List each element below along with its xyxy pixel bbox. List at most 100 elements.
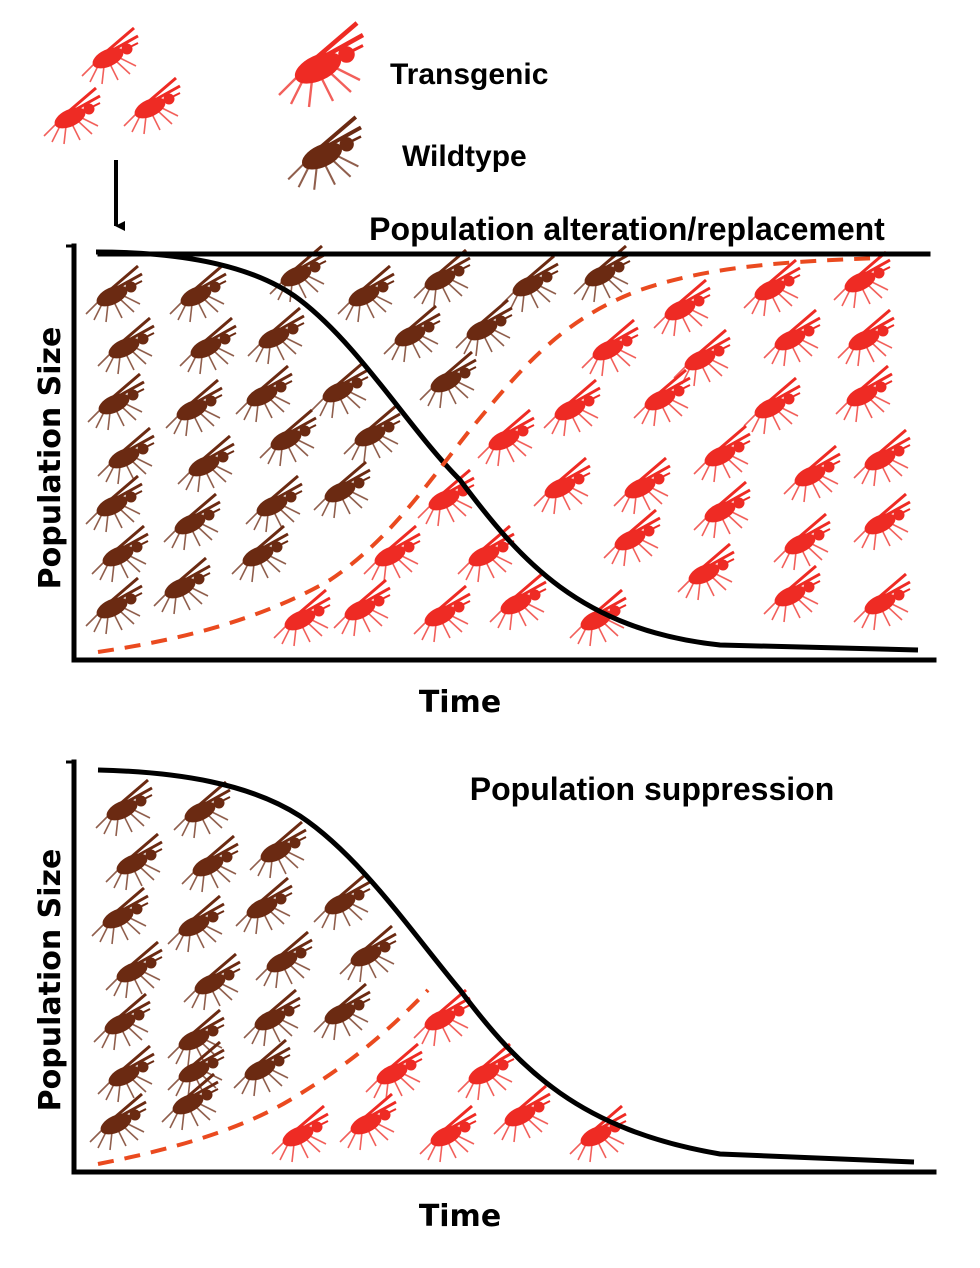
wildtype-mosquito-icon xyxy=(286,115,363,192)
wildtype-mosquito-icon xyxy=(254,930,314,990)
wildtype-mosquito-icon xyxy=(182,952,242,1012)
wildtype-mosquito-icon xyxy=(338,924,398,984)
wildtype-mosquito-icon xyxy=(258,408,318,468)
transgenic-mosquito-icon xyxy=(279,23,363,107)
transgenic-mosquito-icon xyxy=(782,444,842,504)
wildtype-mosquito-icon xyxy=(162,492,222,552)
transgenic-mosquito-icon xyxy=(762,564,822,624)
wildtype-mosquito-icon xyxy=(312,982,372,1042)
wildtype-mosquito-icon xyxy=(454,298,514,358)
transgenic-mosquito-icon xyxy=(492,1084,552,1144)
replacement-x-axis-title: Time xyxy=(419,685,501,720)
transgenic-mosquito-icon xyxy=(362,524,422,584)
wildtype-mosquito-icon xyxy=(88,1092,148,1152)
transgenic-mosquito-icon xyxy=(852,492,912,552)
transgenic-mosquito-icon xyxy=(692,480,752,540)
wildtype-mosquito-icon xyxy=(310,360,370,420)
transgenic-mosquito-icon xyxy=(742,376,802,436)
suppression-panel: Population suppression Time Population S… xyxy=(33,759,937,1234)
suppression-transgenic-curve xyxy=(97,988,430,1166)
wildtype-mosquito-icon xyxy=(166,894,226,954)
transgenic-mosquito-icon xyxy=(762,308,822,368)
transgenic-mosquito-icon xyxy=(270,1104,330,1164)
transgenic-legend-label: Transgenic xyxy=(390,58,548,91)
wildtype-mosquito-icon xyxy=(286,115,363,192)
wildtype-mosquito-icon xyxy=(166,1008,226,1068)
transgenic-mosquito-icon xyxy=(612,456,672,516)
wildtype-mosquito-icon xyxy=(94,778,154,838)
replacement-mosquito-population xyxy=(84,244,912,648)
transgenic-mosquito-icon xyxy=(80,26,140,86)
wildtype-mosquito-icon xyxy=(178,316,238,376)
suppression-wildtype-curve xyxy=(97,767,915,1165)
transgenic-mosquito-icon xyxy=(852,428,912,488)
wildtype-mosquito-icon xyxy=(312,872,372,932)
transgenic-mosquito-icon xyxy=(852,572,912,632)
wildtype-mosquito-icon xyxy=(86,372,146,432)
wildtype-mosquito-icon xyxy=(84,576,144,636)
transgenic-mosquito-icon xyxy=(476,408,536,468)
transgenic-mosquito-icon xyxy=(412,584,472,644)
wildtype-mosquito-icon xyxy=(412,248,472,308)
wildtype-mosquito-icon xyxy=(96,1044,156,1104)
wildtype-mosquito-icon xyxy=(84,474,144,534)
replacement-wildtype-curve xyxy=(95,249,919,653)
transgenic-mosquito-icon xyxy=(580,318,640,378)
transgenic-mosquito-icon xyxy=(532,456,592,516)
transgenic-mosquito-icon xyxy=(836,308,896,368)
legend: Transgenic Wildtype xyxy=(42,23,548,231)
wildtype-mosquito-icon xyxy=(244,474,304,534)
wildtype-mosquito-icon xyxy=(84,264,144,324)
transgenic-mosquito-icon xyxy=(272,588,332,648)
wildtype-mosquito-icon xyxy=(312,460,372,520)
wildtype-mosquito-icon xyxy=(90,886,150,946)
transgenic-mosquito-icon xyxy=(676,542,736,602)
wildtype-mosquito-icon xyxy=(96,426,156,486)
transgenic-mosquito-icon xyxy=(418,1104,478,1164)
wildtype-mosquito-icon xyxy=(234,364,294,424)
suppression-y-axis-title: Population Size xyxy=(33,849,68,1112)
transgenic-mosquito-icon xyxy=(602,508,662,568)
wildtype-mosquito-icon xyxy=(242,988,302,1048)
wildtype-mosquito-icon xyxy=(342,404,402,464)
transgenic-mosquito-icon xyxy=(279,23,363,107)
wildtype-mosquito-icon xyxy=(164,378,224,438)
replacement-transgenic-curve xyxy=(97,256,881,654)
transgenic-mosquito-icon xyxy=(412,988,472,1048)
wildtype-mosquito-icon xyxy=(104,832,164,892)
transgenic-mosquito-icon xyxy=(652,278,712,338)
wildtype-legend-label: Wildtype xyxy=(402,140,527,173)
transgenic-mosquito-icon xyxy=(632,368,692,428)
wildtype-mosquito-icon xyxy=(90,524,150,584)
wildtype-mosquito-icon xyxy=(96,316,156,376)
wildtype-mosquito-icon xyxy=(180,834,240,894)
transgenic-mosquito-icon xyxy=(456,1042,516,1102)
wildtype-mosquito-icon xyxy=(92,992,152,1052)
transgenic-mosquito-icon xyxy=(332,578,392,638)
wildtype-mosquito-icon xyxy=(382,304,442,364)
suppression-x-axis-title: Time xyxy=(419,1199,501,1234)
suppression-panel-title: Population suppression xyxy=(470,771,834,807)
transgenic-mosquito-icon xyxy=(692,424,752,484)
transgenic-mosquito-icon xyxy=(488,572,548,632)
transgenic-mosquito-icon xyxy=(338,1092,398,1152)
wildtype-mosquito-icon xyxy=(246,306,306,366)
wildtype-mosquito-icon xyxy=(232,1038,292,1098)
wildtype-mosquito-icon xyxy=(168,264,228,324)
wildtype-mosquito-icon xyxy=(248,820,308,880)
transgenic-mosquito-icon xyxy=(672,328,732,388)
replacement-y-axis-title: Population Size xyxy=(33,327,68,590)
wildtype-mosquito-icon xyxy=(336,264,396,324)
transgenic-mosquito-icon xyxy=(772,512,832,572)
transgenic-mosquito-icon xyxy=(542,378,602,438)
suppression-mosquito-population xyxy=(88,778,628,1164)
wildtype-mosquito-icon xyxy=(418,350,478,410)
transgenic-mosquito-icon xyxy=(742,258,802,318)
transgenic-mosquito-icon xyxy=(42,86,102,146)
wildtype-mosquito-icon xyxy=(172,780,232,840)
transgenic-mosquito-icon xyxy=(364,1042,424,1102)
replacement-panel-title: Population alteration/replacement xyxy=(369,211,885,247)
wildtype-mosquito-icon xyxy=(230,524,290,584)
wildtype-mosquito-icon xyxy=(104,940,164,1000)
